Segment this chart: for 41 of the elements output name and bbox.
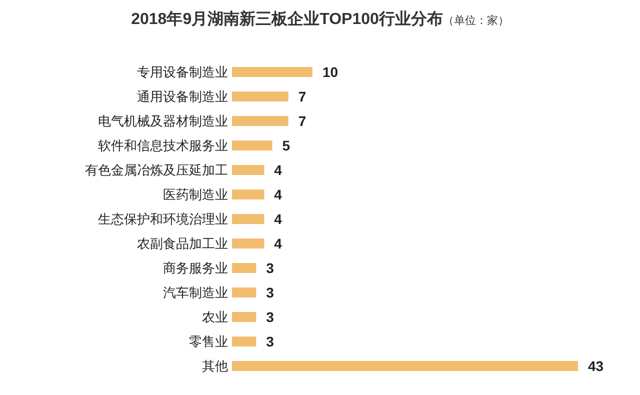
data-label: 3 bbox=[266, 260, 274, 276]
data-label: 3 bbox=[266, 309, 274, 325]
bar bbox=[232, 336, 256, 346]
bar bbox=[232, 214, 264, 224]
data-label: 7 bbox=[298, 88, 306, 104]
y-tick-label: 医药制造业 bbox=[163, 187, 228, 202]
y-tick-label: 电气机械及器材制造业 bbox=[98, 114, 228, 128]
data-label: 4 bbox=[274, 186, 282, 202]
data-label: 4 bbox=[274, 211, 282, 227]
bar bbox=[232, 190, 264, 200]
data-label: 7 bbox=[298, 113, 306, 129]
y-tick-label: 有色金属冶炼及压延加工 bbox=[85, 162, 228, 178]
bar bbox=[232, 312, 256, 322]
bar bbox=[232, 288, 256, 298]
bar bbox=[232, 165, 264, 175]
data-label: 3 bbox=[266, 334, 274, 350]
y-tick-label: 通用设备制造业 bbox=[137, 89, 228, 104]
bar bbox=[232, 116, 288, 126]
y-tick-label: 商务服务业 bbox=[163, 260, 228, 276]
y-tick-label: 其他 bbox=[202, 358, 228, 374]
y-tick-label: 零售业 bbox=[189, 334, 228, 349]
y-tick-label: 软件和信息技术服务业 bbox=[98, 138, 228, 153]
y-tick-label: 专用设备制造业 bbox=[137, 64, 228, 80]
data-label: 5 bbox=[282, 138, 290, 154]
bar bbox=[232, 92, 288, 102]
data-label: 43 bbox=[588, 358, 604, 374]
data-label: 4 bbox=[274, 236, 282, 252]
bar bbox=[232, 263, 256, 273]
chart-subtitle: （单位：家） bbox=[442, 14, 509, 27]
bar bbox=[232, 140, 272, 150]
y-tick-label: 汽车制造业 bbox=[163, 285, 228, 300]
y-tick-label: 农副食品加工业 bbox=[137, 236, 228, 251]
y-tick-label: 生态保护和环境治理业 bbox=[98, 212, 228, 226]
bar bbox=[232, 238, 264, 248]
chart-title: 2018年9月湖南新三板企业TOP100行业分布 bbox=[131, 10, 443, 28]
bar bbox=[232, 361, 578, 371]
data-label: 3 bbox=[266, 284, 274, 300]
bar bbox=[232, 67, 312, 77]
data-label: 4 bbox=[274, 162, 282, 178]
y-tick-label: 农业 bbox=[202, 310, 228, 324]
data-label: 10 bbox=[322, 64, 338, 80]
